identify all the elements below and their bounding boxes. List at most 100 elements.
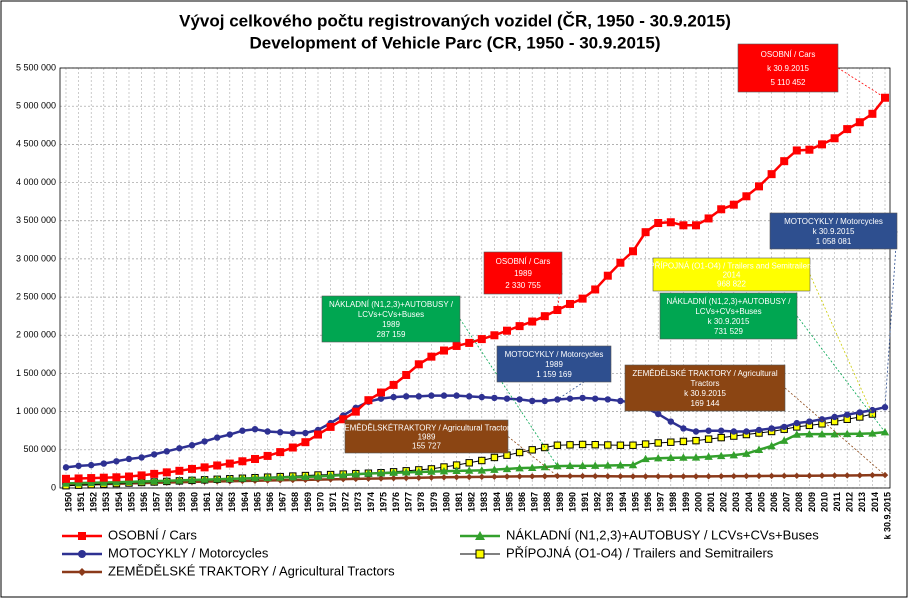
x-tick-label: 1953 [101, 492, 111, 512]
x-tick-label: 1988 [542, 492, 552, 512]
point [641, 454, 650, 463]
point [88, 461, 95, 469]
point [112, 473, 121, 482]
point [592, 472, 599, 480]
plot-border [59, 67, 891, 489]
annotation-text: k 30.9.2015 [708, 317, 750, 326]
x-tick-label: 1960 [189, 492, 199, 512]
x-tick-label: 1993 [605, 492, 615, 512]
point [818, 472, 826, 479]
point [125, 472, 133, 481]
x-tick-label: 1976 [391, 492, 401, 512]
x-tick-label: 2000 [693, 492, 703, 512]
point [730, 472, 737, 480]
point [729, 200, 738, 209]
point [99, 473, 108, 482]
x-tick-label: 1957 [152, 492, 162, 512]
point [490, 465, 499, 473]
y-tick-label: 5 500 000 [16, 62, 56, 72]
x-tick-label: 1951 [76, 492, 86, 512]
annotation-text: LCVs+CVs+Buses [695, 307, 761, 316]
point [679, 437, 688, 446]
point [579, 472, 586, 480]
leader-line [507, 436, 558, 477]
point [742, 449, 751, 457]
point [718, 427, 725, 434]
annotation-text: ZEMĚDĚLSKÉ TRAKTORY / Agricultural [632, 369, 777, 378]
annotation-box [652, 257, 811, 292]
point [591, 461, 600, 469]
point [642, 473, 649, 480]
point [667, 438, 675, 446]
legend-label: MOTOCYKLY / Motorcycles [108, 545, 269, 560]
x-tick-label: 1980 [441, 492, 451, 512]
point [667, 418, 674, 425]
point [62, 464, 70, 471]
point [289, 429, 296, 437]
x-tick-label: 1966 [265, 492, 275, 512]
legend-label: OSOBNÍ / Cars [108, 527, 197, 542]
annotation-text: 2 330 755 [505, 281, 541, 290]
leader-line [837, 67, 886, 99]
point [491, 394, 498, 402]
leader-line [884, 230, 898, 408]
legend-label: PŘÍPOJNÁ (O1-O4) / Trailers and Semitrai… [506, 545, 774, 560]
annotation-text: k 30.9.2015 [684, 389, 726, 398]
point [768, 425, 775, 432]
x-tick-label: 1967 [278, 492, 288, 512]
point [364, 469, 373, 477]
x-tick-label: 1982 [467, 492, 477, 512]
annotation-text: NÁKLADNÍ (N1,2,3)+AUTOBUSY / [667, 297, 792, 306]
point [843, 429, 852, 438]
annotation-text: LCVs+CVs+Buses [358, 310, 424, 319]
point [655, 410, 662, 418]
point [603, 461, 612, 469]
x-tick-label: 1963 [227, 492, 237, 512]
point [529, 473, 536, 480]
x-tick-label: 1999 [681, 492, 691, 512]
point [162, 476, 171, 484]
point [113, 458, 120, 465]
point [830, 134, 839, 143]
point [516, 396, 523, 403]
point [477, 335, 486, 344]
x-tick-label: 1969 [303, 492, 313, 512]
y-tick-label: 500 000 [23, 444, 56, 454]
point [830, 429, 839, 438]
point [389, 468, 398, 476]
annotation-box [321, 295, 461, 343]
point [351, 470, 360, 478]
point [137, 471, 146, 480]
x-tick-label: 2006 [769, 492, 779, 512]
point [617, 397, 624, 405]
point [755, 472, 763, 480]
point [629, 473, 637, 480]
point [768, 472, 775, 480]
x-tick-label: 1974 [366, 492, 376, 512]
point [843, 125, 852, 134]
point [301, 438, 310, 447]
x-tick-label: 1952 [89, 492, 99, 512]
point [793, 472, 800, 479]
point [125, 455, 133, 463]
leader-line [796, 315, 886, 433]
point [742, 192, 751, 201]
x-tick-label: 1971 [328, 492, 338, 512]
point [339, 415, 348, 424]
point [856, 409, 863, 416]
point [604, 441, 612, 449]
x-tick-label: 1986 [517, 492, 527, 512]
point [138, 454, 145, 461]
point [869, 471, 876, 479]
point [844, 411, 851, 418]
y-tick-label: 4 500 000 [16, 139, 56, 149]
point [654, 219, 663, 228]
point [403, 393, 410, 400]
point [402, 468, 411, 476]
point [729, 450, 738, 459]
annotation-text: 1989 [382, 320, 400, 329]
point [855, 118, 864, 127]
annotation-text: 287 159 [377, 330, 406, 339]
point [767, 170, 776, 179]
x-tick-label: 1990 [567, 492, 577, 512]
